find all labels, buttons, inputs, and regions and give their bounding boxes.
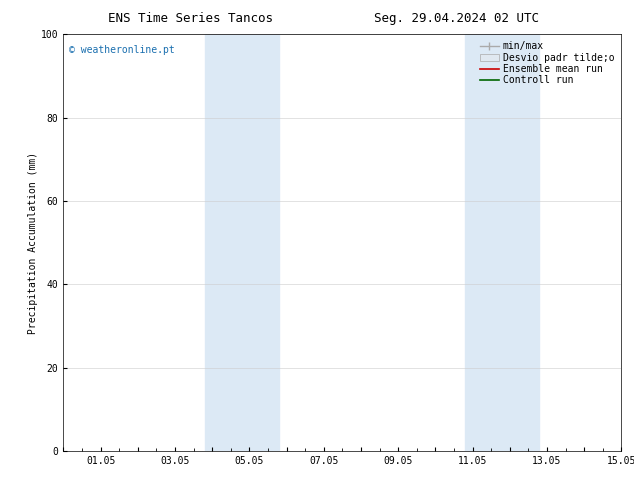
Legend: min/max, Desvio padr tilde;o, Ensemble mean run, Controll run: min/max, Desvio padr tilde;o, Ensemble m… <box>477 39 616 87</box>
Text: ENS Time Series Tancos: ENS Time Series Tancos <box>108 12 273 25</box>
Bar <box>205 34 279 451</box>
Bar <box>465 34 540 451</box>
Text: Seg. 29.04.2024 02 UTC: Seg. 29.04.2024 02 UTC <box>374 12 539 25</box>
Y-axis label: Precipitation Accumulation (mm): Precipitation Accumulation (mm) <box>28 151 38 334</box>
Text: © weatheronline.pt: © weatheronline.pt <box>69 45 175 55</box>
